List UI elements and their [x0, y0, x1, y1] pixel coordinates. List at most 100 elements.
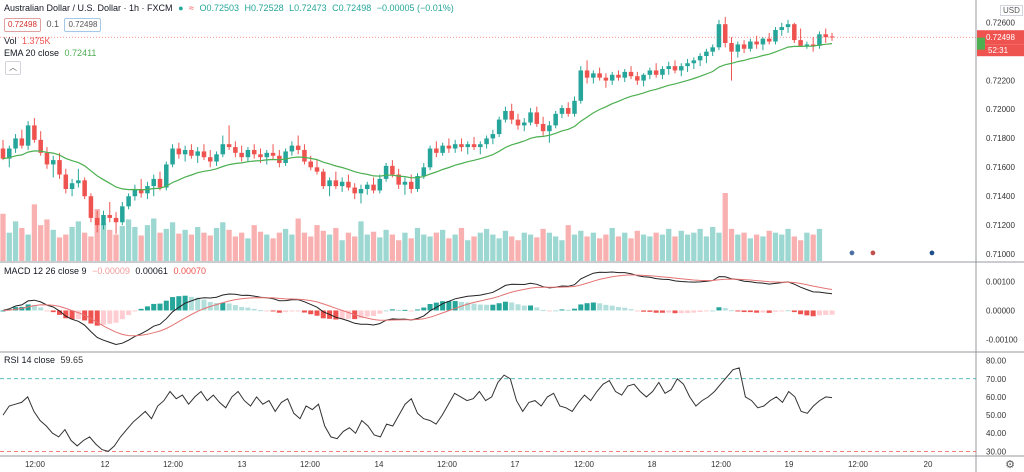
macd-histogram-bar — [553, 310, 559, 312]
volume-bar — [339, 240, 345, 261]
rsi-line — [2, 367, 833, 452]
macd-histogram-bar — [729, 310, 735, 312]
candle-body — [484, 138, 489, 145]
candle-body — [264, 152, 270, 158]
macd-legend: MACD 12 26 close 9 −0.00009 0.00061 0.00… — [4, 266, 209, 276]
macd-histogram-bar — [446, 301, 452, 311]
candle-body — [540, 123, 546, 132]
volume-bar — [672, 236, 678, 261]
macd-histogram-bar — [603, 304, 609, 311]
candle-body — [138, 189, 144, 194]
volume-bar — [132, 227, 138, 261]
macd-histogram-bar — [597, 303, 603, 311]
macd-histogram-bar — [75, 310, 81, 320]
candle-body — [82, 180, 87, 197]
sell-button[interactable]: 0.72498 — [4, 18, 41, 32]
candle-body — [754, 41, 759, 45]
candle-body — [32, 125, 37, 140]
volume-bar — [188, 234, 195, 261]
volume-bar — [264, 234, 270, 261]
macd-hist-value: −0.00009 — [92, 266, 130, 276]
volume-bar — [521, 232, 527, 261]
macd-histogram-bar — [615, 307, 621, 311]
macd-histogram-bar — [301, 310, 307, 313]
macd-histogram-bar — [716, 307, 722, 311]
macd-histogram-bar — [289, 310, 295, 312]
volume-bar — [439, 229, 446, 261]
candle-body — [735, 44, 741, 52]
candle-body — [76, 180, 81, 184]
candle-body — [666, 66, 671, 70]
candle-body — [704, 51, 709, 56]
candle-body — [358, 189, 364, 194]
candle-body — [0, 148, 6, 159]
candle-body — [151, 178, 156, 187]
macd-histogram-bar — [163, 300, 169, 311]
macd-histogram-bar — [440, 301, 446, 311]
volume-bar — [471, 236, 477, 261]
alert-icon: ≈ — [189, 3, 194, 13]
candle-body — [622, 71, 628, 78]
candle-body — [170, 148, 175, 165]
macd-tick-label: 0.00000 — [986, 306, 1015, 315]
candle-body — [327, 180, 332, 187]
macd-histogram-bar — [628, 309, 634, 311]
candle-body — [829, 36, 835, 38]
candle-body — [321, 171, 326, 187]
volume-bar — [421, 234, 427, 261]
macd-histogram-bar — [201, 299, 207, 311]
buy-button[interactable]: 0.72498 — [64, 18, 102, 32]
macd-histogram-bar — [232, 305, 238, 311]
ohlc-close: C0.72498 — [332, 3, 372, 13]
candle-body — [603, 77, 609, 81]
volume-bar — [314, 225, 320, 261]
macd-histogram-bar — [188, 296, 194, 311]
candle-body — [528, 112, 533, 123]
macd-histogram-bar — [515, 304, 521, 311]
volume-bar — [213, 227, 220, 261]
volume-bar — [157, 232, 163, 261]
volume-bar — [138, 235, 144, 261]
currency-label[interactable]: USD — [1000, 5, 1023, 16]
macd-histogram-bar — [760, 310, 766, 313]
chevron-up-icon[interactable]: ︿ — [5, 61, 21, 75]
candle-body — [339, 181, 345, 187]
candle-body — [333, 180, 339, 187]
volume-bar — [578, 230, 584, 261]
candle-body — [50, 160, 56, 165]
time-tick-label: 19 — [785, 460, 794, 469]
macd-histogram-bar — [703, 310, 709, 312]
candle-body — [810, 44, 816, 46]
macd-histogram-bar — [496, 303, 502, 311]
macd-histogram-bar — [38, 307, 44, 311]
volume-bar — [772, 232, 779, 261]
candle-body — [13, 138, 18, 149]
macd-histogram-bar — [622, 307, 628, 311]
ema-value: 0.72411 — [64, 48, 97, 58]
macd-histogram-bar — [584, 303, 590, 311]
candle-body — [189, 149, 194, 156]
candle-body — [635, 76, 640, 81]
candle-body — [233, 147, 238, 153]
candle-body — [760, 38, 766, 45]
macd-histogram-bar — [132, 310, 138, 312]
macd-histogram-bar — [226, 303, 232, 311]
macd-histogram-bar — [735, 310, 741, 312]
macd-histogram-bar — [754, 310, 760, 313]
macd-tick-label: 0.00100 — [986, 277, 1015, 286]
candle-body — [553, 113, 558, 126]
candle-body — [509, 110, 514, 120]
candle-body — [245, 149, 251, 158]
volume-bar — [352, 236, 358, 261]
volume-bar — [603, 234, 609, 261]
candle-body — [503, 110, 508, 120]
ohlc-high: H0.72528 — [244, 3, 284, 13]
macd-histogram-bar — [804, 310, 810, 316]
candle-body — [126, 196, 131, 207]
volume-bar — [289, 234, 295, 261]
macd-histogram-bar — [785, 310, 791, 312]
macd-histogram-bar — [672, 310, 678, 314]
macd-histogram-bar — [710, 310, 716, 312]
rsi-tick-label: 50.00 — [986, 411, 1007, 420]
